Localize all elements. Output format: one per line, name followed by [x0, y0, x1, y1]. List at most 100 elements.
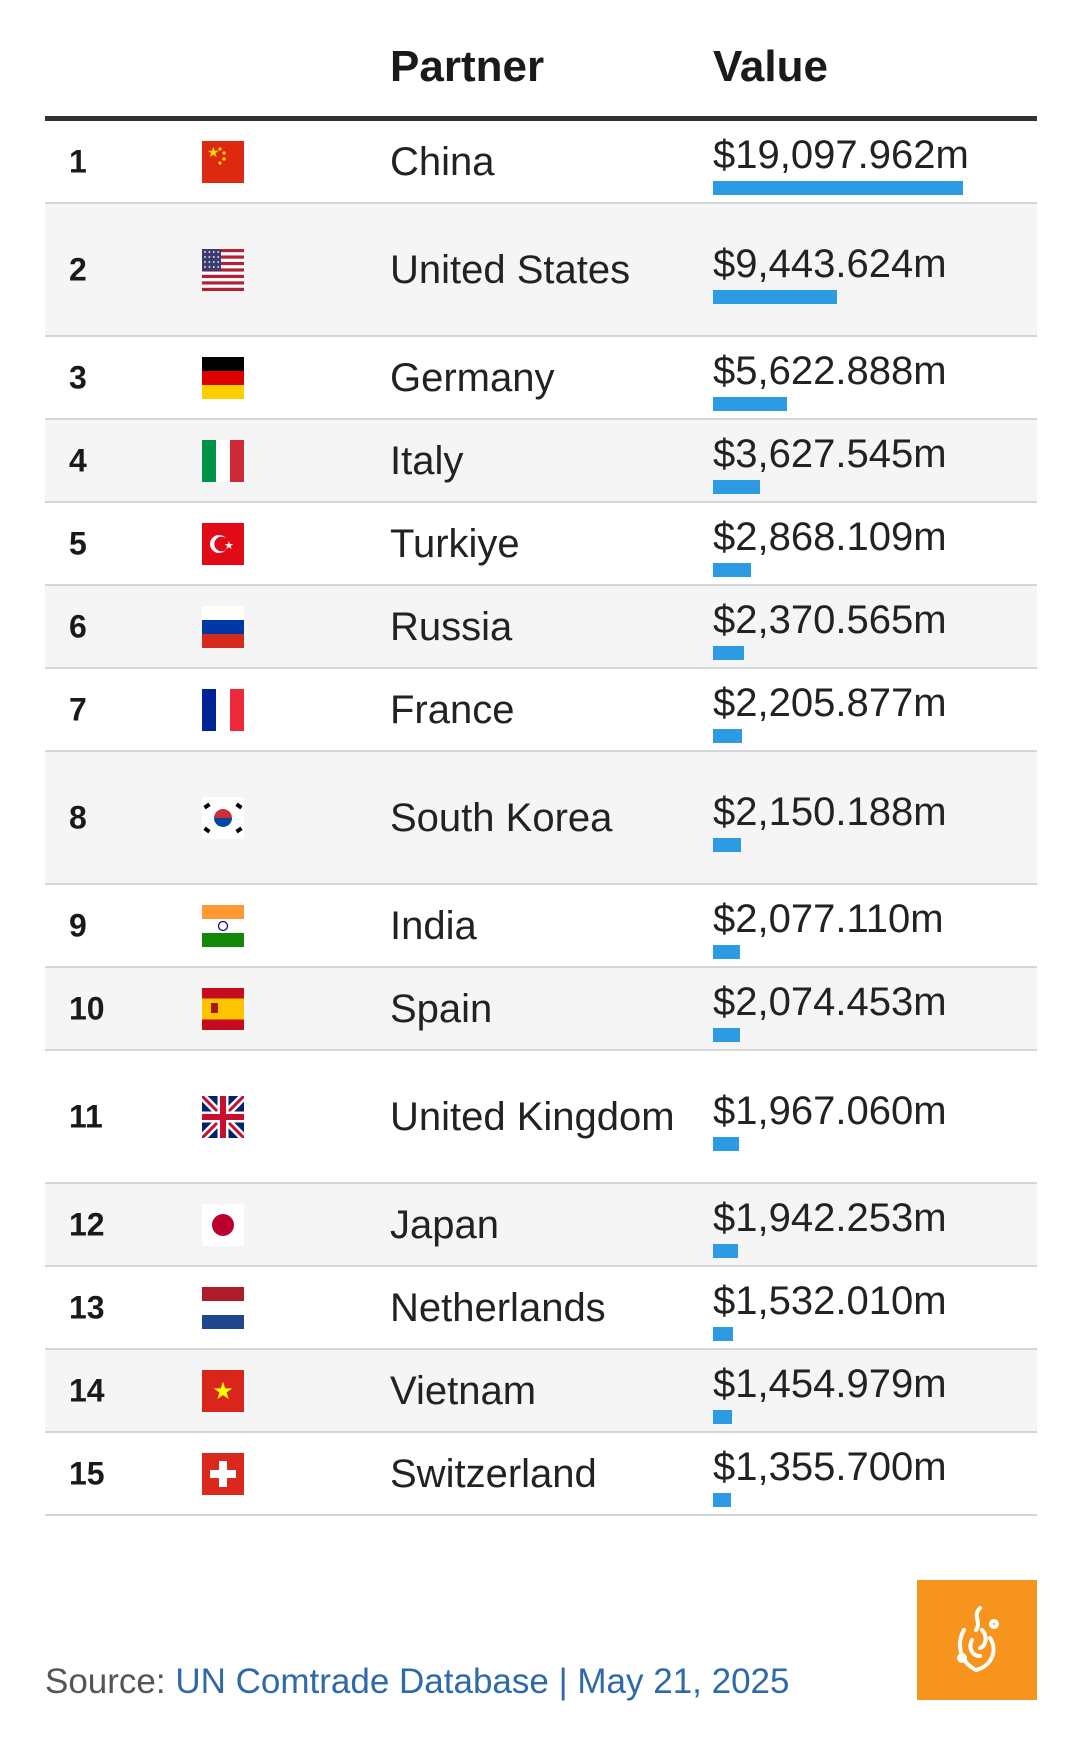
- united-states-flag-icon: [202, 248, 244, 291]
- india-flag-icon: [202, 904, 244, 947]
- partner-name: Japan: [390, 1202, 499, 1247]
- value-label: $1,355.700m: [713, 1445, 947, 1489]
- table-row: 7 France $2,205.877m: [45, 669, 1037, 752]
- value-label: $3,627.545m: [713, 432, 947, 476]
- value-bar: [713, 1493, 731, 1507]
- value-bar: [713, 1410, 732, 1424]
- rank-number: 14: [69, 1372, 105, 1408]
- partner-name: South Korea: [390, 795, 613, 840]
- al-jazeera-logo-icon: [917, 1580, 1037, 1700]
- france-flag-icon: [202, 688, 244, 731]
- partner-name: Russia: [390, 604, 513, 649]
- table-row: 14 ★ Vietnam $1,454.979m: [45, 1350, 1037, 1433]
- value-column-header: Value: [713, 42, 828, 91]
- partner-name: China: [390, 139, 495, 184]
- table-row: 3 Germany $5,622.888m: [45, 337, 1037, 420]
- partner-name: Switzerland: [390, 1451, 597, 1496]
- germany-flag-icon: [202, 356, 244, 399]
- value-label: $2,868.109m: [713, 515, 947, 559]
- value-label: $19,097.962m: [713, 133, 969, 177]
- value-bar: [713, 181, 963, 195]
- partner-name: Germany: [390, 355, 555, 400]
- value-bar: [713, 945, 740, 959]
- value-bar: [713, 729, 742, 743]
- rank-number: 13: [69, 1289, 105, 1325]
- partner-name: United Kingdom: [390, 1094, 675, 1139]
- source-prefix: Source:: [45, 1662, 176, 1701]
- partner-name: Italy: [390, 438, 464, 483]
- switzerland-flag-icon: [202, 1452, 244, 1495]
- rank-number: 10: [69, 990, 105, 1026]
- united-kingdom-flag-icon: [202, 1095, 244, 1138]
- japan-flag-icon: [202, 1203, 244, 1246]
- rank-number: 9: [69, 907, 87, 943]
- table-row: 4 Italy $3,627.545m: [45, 420, 1037, 503]
- value-bar: [713, 480, 760, 494]
- value-bar: [713, 646, 744, 660]
- netherlands-flag-icon: [202, 1286, 244, 1329]
- spain-flag-icon: [202, 987, 244, 1030]
- table-row: 11 United Kingdom $1,967.060m: [45, 1051, 1037, 1184]
- china-flag-icon: ★: [202, 140, 244, 183]
- table-row: 13 Netherlands $1,532.010m: [45, 1267, 1037, 1350]
- value-label: $1,967.060m: [713, 1089, 947, 1133]
- trade-partners-table: Partner Value 1 ★ China $19,097.962m 2 United…: [45, 0, 1037, 1516]
- value-label: $2,074.453m: [713, 980, 947, 1024]
- table-row: 6 Russia $2,370.565m: [45, 586, 1037, 669]
- rank-number: 15: [69, 1455, 105, 1491]
- value-label: $1,532.010m: [713, 1279, 947, 1323]
- source-link[interactable]: UN Comtrade Database | May 21, 2025: [175, 1662, 790, 1701]
- table-row: 5 ★ Turkiye $2,868.109m: [45, 503, 1037, 586]
- rank-number: 11: [69, 1098, 103, 1134]
- value-label: $5,622.888m: [713, 349, 947, 393]
- table-row: 9 India $2,077.110m: [45, 885, 1037, 968]
- table-row: 8 South Korea $2,150.188m: [45, 752, 1037, 885]
- svg-text:★: ★: [212, 1377, 234, 1405]
- value-label: $2,077.110m: [713, 897, 944, 941]
- rank-number: 5: [69, 525, 87, 561]
- table-row: 1 ★ China $19,097.962m: [45, 121, 1037, 204]
- vietnam-flag-icon: ★: [202, 1369, 244, 1412]
- source-note: Source: UN Comtrade Database | May 21, 2…: [45, 1662, 789, 1702]
- table-row: 2 United States $9,443.624m: [45, 204, 1037, 337]
- partner-column-header: Partner: [390, 42, 545, 91]
- partner-name: Turkiye: [390, 521, 520, 566]
- turkiye-flag-icon: ★: [202, 522, 244, 565]
- partner-name: Vietnam: [390, 1368, 537, 1413]
- value-label: $9,443.624m: [713, 242, 947, 286]
- table-body: 1 ★ China $19,097.962m 2 United States $9,443.…: [45, 121, 1037, 1516]
- table-row: 12 Japan $1,942.253m: [45, 1184, 1037, 1267]
- partner-name: Netherlands: [390, 1285, 606, 1330]
- partner-name: United States: [390, 247, 631, 292]
- partner-name: India: [390, 903, 477, 948]
- table-row: 15 Switzerland $1,355.700m: [45, 1433, 1037, 1516]
- svg-text:★: ★: [224, 539, 234, 552]
- partner-name: France: [390, 687, 515, 732]
- rank-number: 6: [69, 608, 87, 644]
- value-bar: [713, 1327, 733, 1341]
- table-header: Partner Value: [45, 0, 1037, 121]
- value-bar: [713, 1028, 740, 1042]
- value-bar: [713, 1137, 739, 1151]
- rank-number: 7: [69, 691, 87, 727]
- value-bar: [713, 838, 741, 852]
- value-label: $2,150.188m: [713, 790, 947, 834]
- value-label: $1,942.253m: [713, 1196, 947, 1240]
- value-label: $1,454.979m: [713, 1362, 947, 1406]
- value-label: $2,205.877m: [713, 681, 947, 725]
- rank-number: 12: [69, 1206, 105, 1242]
- italy-flag-icon: [202, 439, 244, 482]
- south-korea-flag-icon: [202, 796, 244, 839]
- rank-number: 2: [69, 251, 87, 287]
- rank-number: 4: [69, 442, 87, 478]
- rank-number: 1: [69, 143, 87, 179]
- rank-number: 3: [69, 359, 87, 395]
- table-row: 10 Spain $2,074.453m: [45, 968, 1037, 1051]
- svg-text:★: ★: [207, 145, 220, 161]
- value-bar: [713, 397, 787, 411]
- value-bar: [713, 290, 837, 304]
- russia-flag-icon: [202, 605, 244, 648]
- rank-number: 8: [69, 799, 87, 835]
- value-bar: [713, 563, 751, 577]
- value-bar: [713, 1244, 738, 1258]
